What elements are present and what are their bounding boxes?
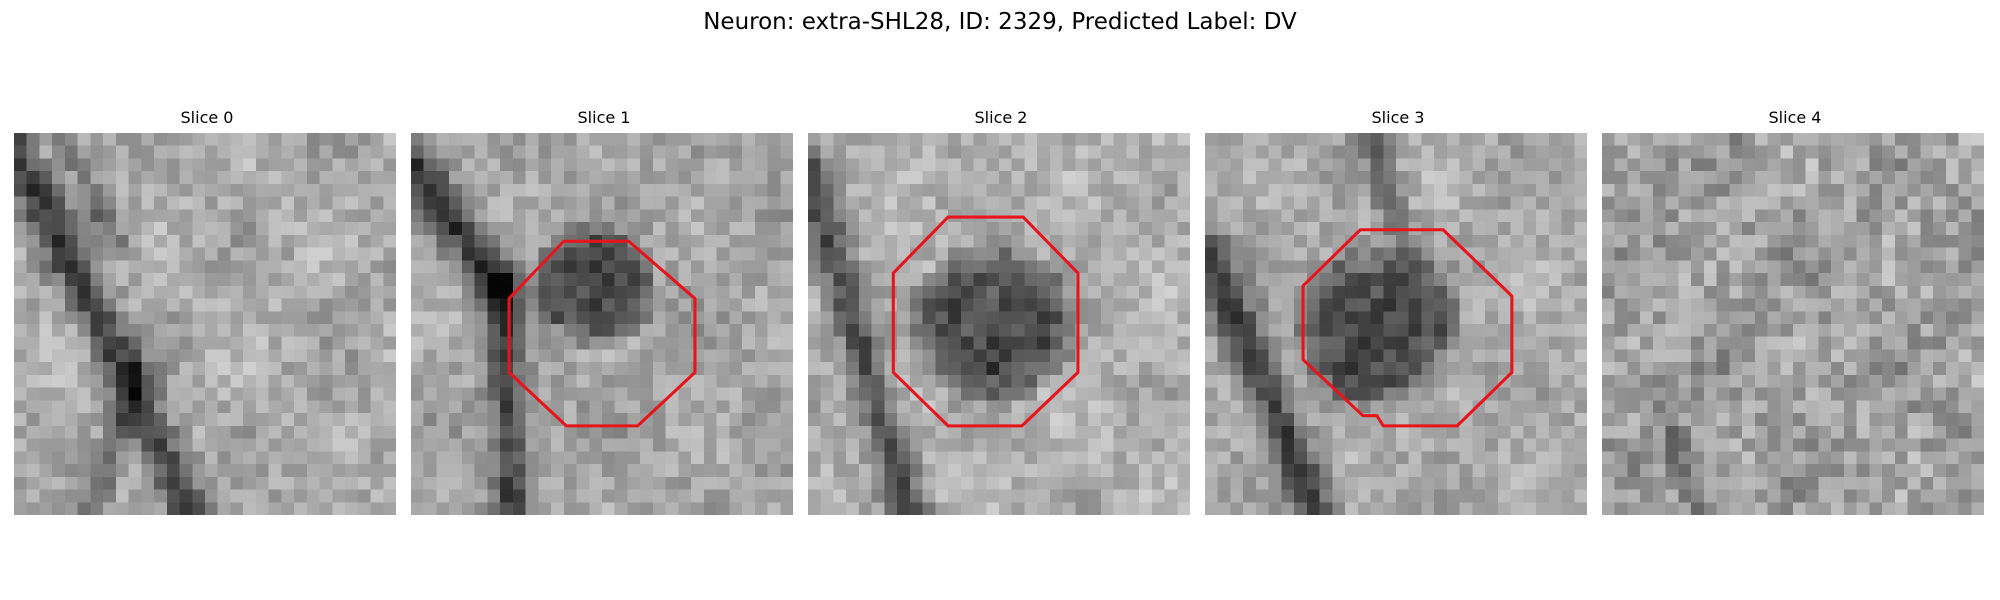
slice-title-3: Slice 3 [1371,108,1425,127]
slice-image-1 [411,133,793,515]
soma-outline-3 [1301,228,1514,428]
slice-title-4: Slice 4 [1768,108,1822,127]
slice-image-2 [808,133,1190,515]
slice-image-0 [14,133,396,515]
soma-outline-1 [507,239,697,428]
figure-title: Neuron: extra-SHL28, ID: 2329, Predicted… [703,9,1297,35]
slice-image-3 [1205,133,1587,515]
slice-title-0: Slice 0 [180,108,234,127]
slice-title-1: Slice 1 [577,108,631,127]
soma-outline-2 [891,215,1080,428]
slice-title-2: Slice 2 [974,108,1028,127]
slice-image-4 [1602,133,1984,515]
